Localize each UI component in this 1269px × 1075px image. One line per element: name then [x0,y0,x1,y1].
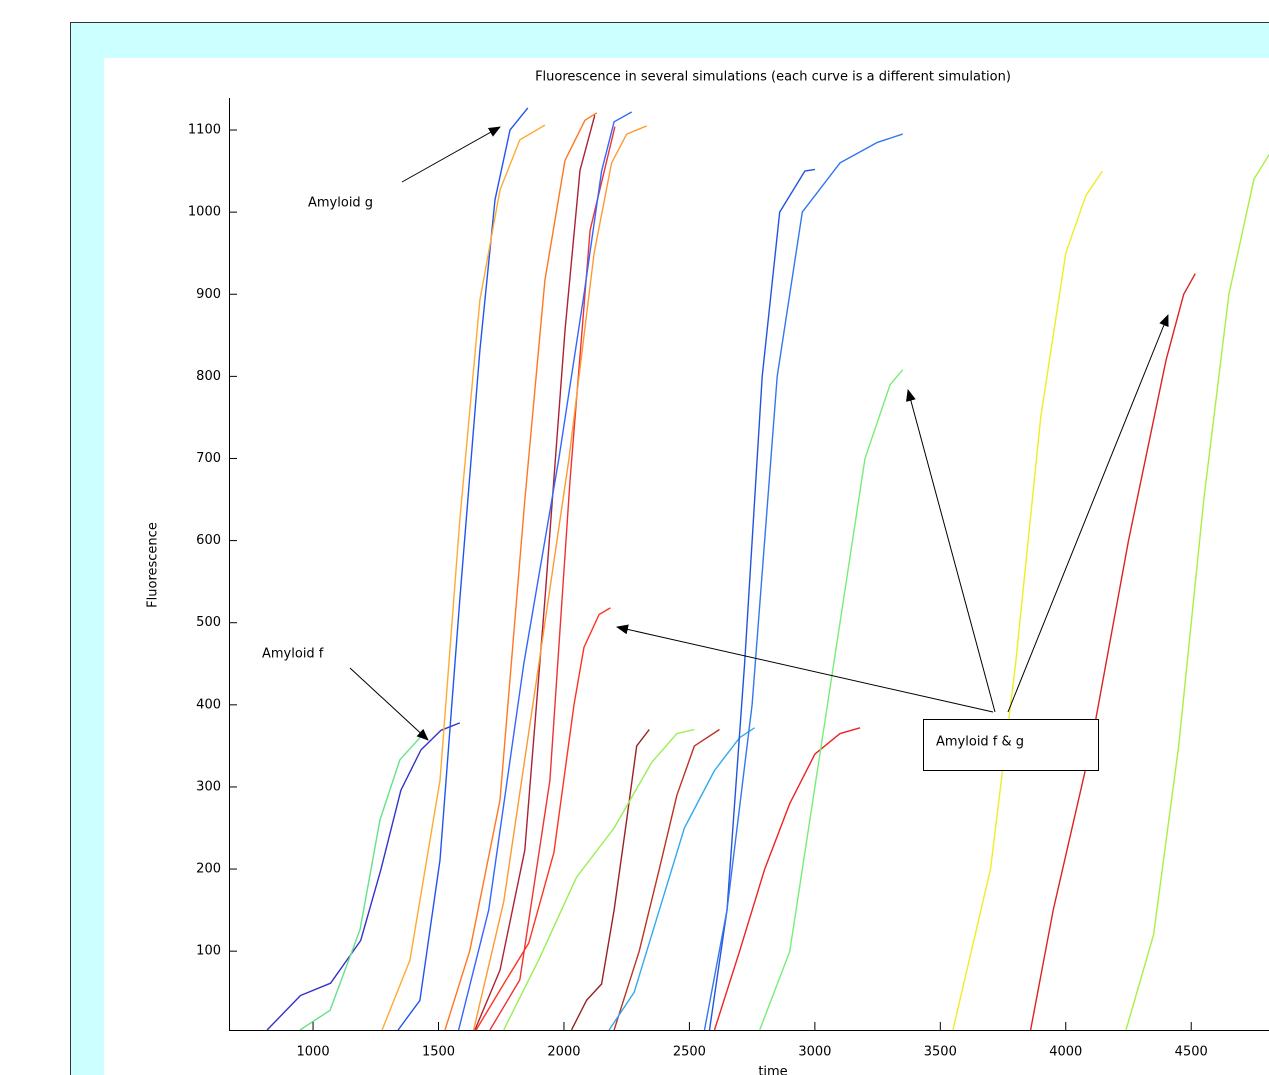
curve [444,112,598,1030]
x-axis-label: time [758,1065,787,1075]
curve [397,107,529,1030]
y-tick-label: 1000 [188,205,221,220]
arrow [349,667,429,741]
annotation: Amyloid f [262,647,324,662]
curve [472,125,648,1030]
y-tick-label: 300 [196,779,221,794]
curve [381,124,546,1030]
curve [457,111,633,1030]
curve [613,728,720,1030]
plot-area [266,107,1269,1030]
x-tick-label: 4000 [1049,1045,1082,1060]
arrow [616,624,994,713]
figure [104,58,1269,1075]
annotations: Amyloid g Amyloid f Amyloid f & g [262,126,1169,771]
x-tick-label: 2000 [547,1045,580,1060]
annotation-box [923,719,1099,771]
y-tick-label: 700 [196,451,221,466]
chart-title: Fluorescence in several simulations (eac… [535,70,1011,85]
y-tick-label: 200 [196,862,221,877]
y-tick-label: 900 [196,287,221,302]
arrow [906,389,996,713]
y-tick-label: 600 [196,533,221,548]
curve [952,170,1103,1030]
y-tick-label: 1100 [188,123,221,138]
curve [503,728,695,1030]
annotation: Amyloid g [308,196,373,211]
annotation: Amyloid f & g [936,735,1024,750]
curve [266,722,461,1030]
y-tick-label: 800 [196,369,221,384]
curve [1029,273,1196,1030]
curve [759,369,904,1030]
curve [489,126,616,1030]
y-tick-label: 400 [196,697,221,712]
x-tick-label: 4500 [1175,1045,1208,1060]
x-tick-label: 2500 [673,1045,706,1060]
curve [299,737,421,1030]
x-tick-label: 3000 [798,1045,831,1060]
curve [703,133,903,1030]
curve [474,115,596,1030]
arrow [401,126,501,183]
x-tick-label: 1500 [422,1045,455,1060]
y-axis-label: Fluorescence [146,522,161,608]
y-tick-label: 500 [196,615,221,630]
y-tick-label: 100 [196,944,221,959]
arrow [1007,314,1169,713]
curve [570,729,650,1030]
curve [1125,154,1269,1030]
x-tick-label: 1000 [297,1045,330,1060]
curve [713,727,861,1030]
x-tick-label: 3500 [924,1045,957,1060]
curve [475,607,611,1030]
